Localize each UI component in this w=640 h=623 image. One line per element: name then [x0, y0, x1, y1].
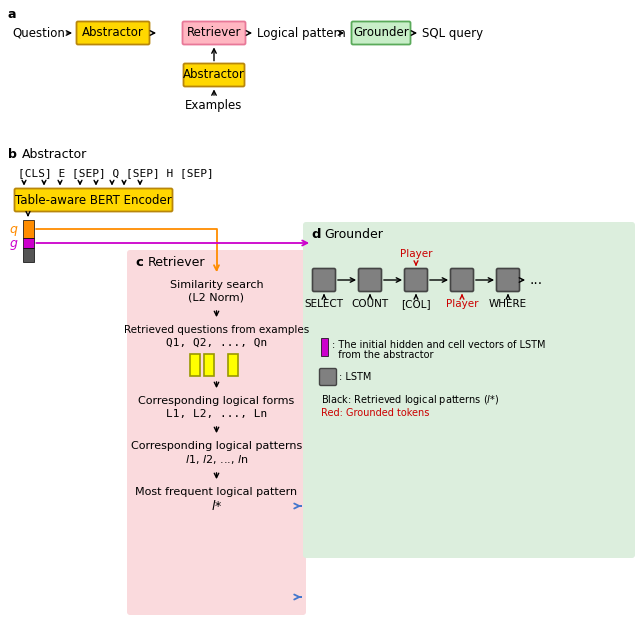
Text: Q1, Q2, ..., Qn: Q1, Q2, ..., Qn [166, 338, 267, 348]
Text: : The initial hidden and cell vectors of LSTM: : The initial hidden and cell vectors of… [332, 340, 545, 350]
Text: Retriever: Retriever [187, 27, 241, 39]
Bar [22, 220, 33, 238]
FancyBboxPatch shape [312, 269, 335, 292]
Text: Similarity search: Similarity search [170, 280, 263, 290]
Text: d: d [311, 227, 321, 240]
Text: Examples: Examples [186, 98, 243, 112]
Text: L1, L2, ..., Ln: L1, L2, ..., Ln [166, 409, 267, 419]
FancyBboxPatch shape [303, 222, 635, 558]
Text: q: q [10, 222, 17, 235]
Text: Player: Player [445, 299, 478, 309]
Text: Corresponding logical patterns: Corresponding logical patterns [131, 441, 302, 451]
Text: SQL query: SQL query [422, 27, 483, 39]
Text: Abstractor: Abstractor [183, 69, 245, 82]
Text: Player: Player [400, 249, 432, 259]
Text: Abstractor: Abstractor [82, 27, 144, 39]
Bar [189, 354, 200, 376]
Text: : LSTM: : LSTM [339, 372, 371, 382]
Text: WHERE: WHERE [489, 299, 527, 309]
Text: g: g [10, 237, 17, 249]
Text: SELECT: SELECT [305, 299, 344, 309]
Bar [22, 248, 33, 262]
Bar [204, 354, 214, 376]
Text: Grounder: Grounder [353, 27, 409, 39]
FancyBboxPatch shape [182, 22, 246, 44]
FancyBboxPatch shape [351, 22, 410, 44]
Text: Table-aware BERT Encoder: Table-aware BERT Encoder [15, 194, 172, 206]
Text: b: b [8, 148, 17, 161]
Text: Red: Grounded tokens: Red: Grounded tokens [321, 408, 429, 418]
Text: Corresponding logical forms: Corresponding logical forms [138, 396, 294, 406]
Text: Black: Retrieved logical patterns ($\it{l}$*): Black: Retrieved logical patterns ($\it{… [321, 393, 499, 407]
Text: Retriever: Retriever [148, 255, 205, 269]
FancyBboxPatch shape [127, 250, 306, 615]
Text: Grounder: Grounder [324, 227, 383, 240]
FancyBboxPatch shape [451, 269, 474, 292]
Bar [321, 338, 328, 356]
FancyBboxPatch shape [184, 64, 244, 87]
Text: ...: ... [529, 273, 543, 287]
Text: (L2 Norm): (L2 Norm) [189, 293, 244, 303]
Text: Retrieved questions from examples: Retrieved questions from examples [124, 325, 309, 335]
FancyBboxPatch shape [77, 22, 150, 44]
FancyBboxPatch shape [497, 269, 520, 292]
Text: Most frequent logical pattern: Most frequent logical pattern [136, 487, 298, 497]
Text: from the abstractor: from the abstractor [332, 350, 433, 360]
FancyBboxPatch shape [319, 368, 337, 386]
Text: $\it{l}$1, $\it{l}$2, ..., $\it{l}$n: $\it{l}$1, $\it{l}$2, ..., $\it{l}$n [185, 454, 248, 467]
Text: Question: Question [12, 27, 65, 39]
FancyBboxPatch shape [358, 269, 381, 292]
FancyBboxPatch shape [404, 269, 428, 292]
Text: [CLS] E [SEP] Q [SEP] H [SEP]: [CLS] E [SEP] Q [SEP] H [SEP] [18, 168, 214, 178]
Text: Abstractor: Abstractor [22, 148, 87, 161]
Text: c: c [135, 255, 143, 269]
Bar [22, 238, 33, 248]
Text: [COL]: [COL] [401, 299, 431, 309]
Text: a: a [7, 8, 15, 21]
Text: Logical pattern: Logical pattern [257, 27, 346, 39]
Text: $\it{l}$*: $\it{l}$* [211, 499, 222, 513]
Bar [227, 354, 237, 376]
Text: COUNT: COUNT [351, 299, 388, 309]
FancyBboxPatch shape [15, 189, 173, 211]
